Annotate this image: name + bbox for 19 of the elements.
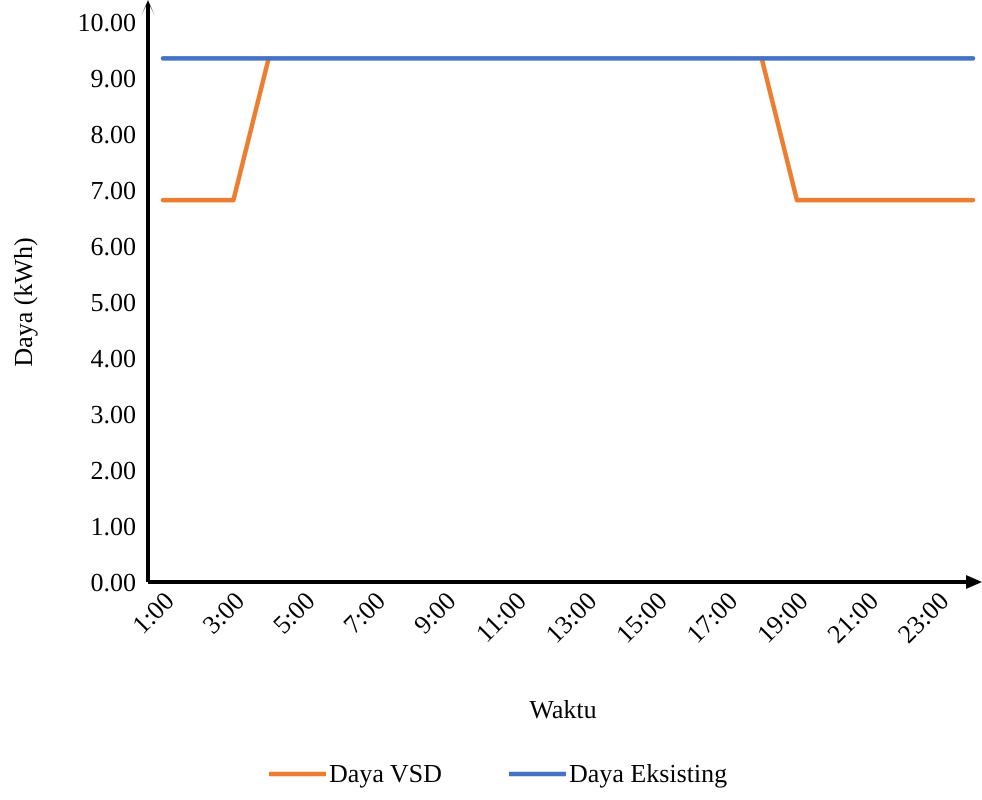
legend-label: Daya Eksisting [569,759,728,788]
y-tick-label: 5.00 [90,288,136,318]
y-tick-label: 0.00 [90,568,136,598]
y-tick-label: 8.00 [90,120,136,150]
y-tick-label: 2.00 [90,456,136,486]
y-tick-label: 6.00 [90,232,136,262]
x-tick-label: 9:00 [408,586,462,640]
x-axis-title: Waktu [529,695,597,724]
x-tick-label: 5:00 [267,586,321,640]
x-tick-label: 3:00 [196,586,250,640]
y-tick-label: 10.00 [78,8,136,38]
y-tick-label: 3.00 [90,400,136,430]
y-tick-label: 9.00 [90,64,136,94]
y-tick-label: 7.00 [90,176,136,206]
y-tick-label: 4.00 [90,344,136,374]
y-axis-title: Daya (kWh) [9,237,38,367]
x-tick-label: 7:00 [338,586,391,640]
y-tick-label: 1.00 [90,512,136,542]
legend-label: Daya VSD [329,759,442,788]
